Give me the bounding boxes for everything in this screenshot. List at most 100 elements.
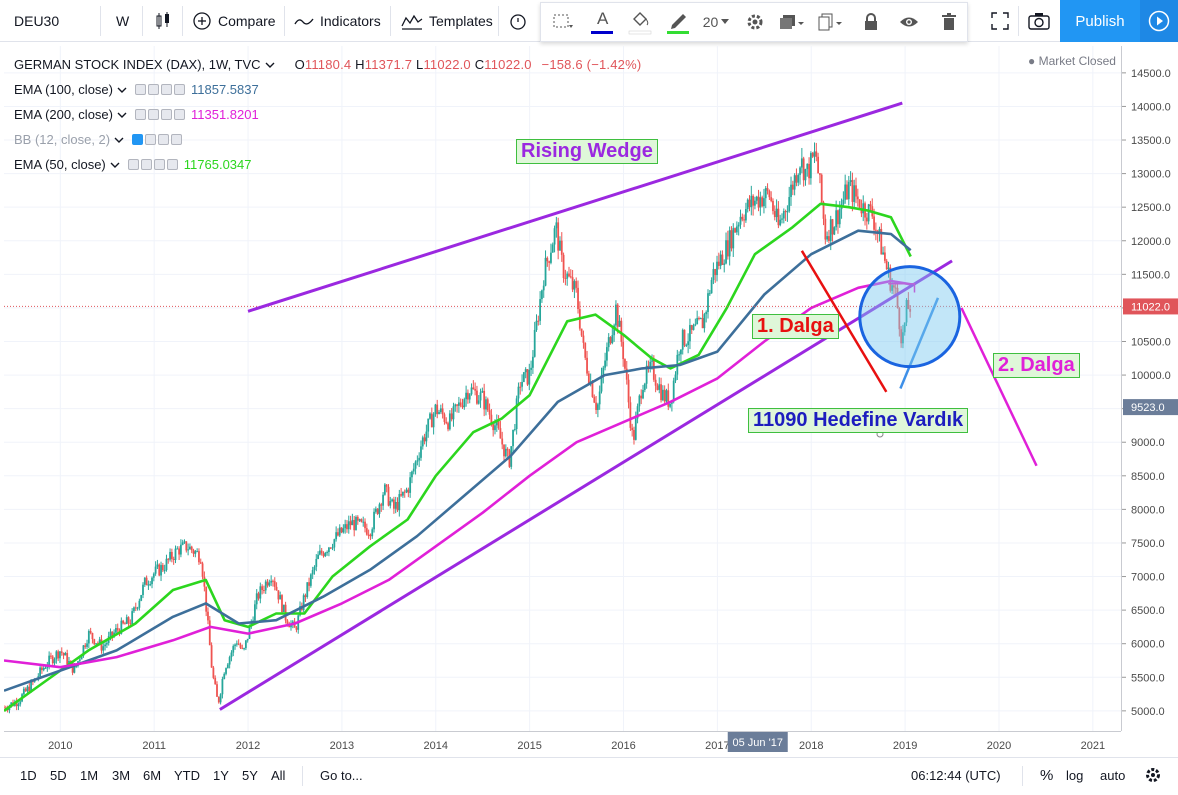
compare-button[interactable]: Compare: [192, 0, 276, 42]
candle-up: [658, 384, 661, 390]
gear-icon[interactable]: [148, 109, 159, 120]
close-icon[interactable]: [166, 159, 178, 170]
indicator-row-ema50[interactable]: EMA (50, close) 11765.0347: [14, 152, 641, 177]
candle-up: [311, 570, 314, 575]
candle-down: [286, 620, 289, 625]
play-button[interactable]: [1140, 0, 1178, 42]
auto-toggle[interactable]: auto: [1100, 767, 1126, 783]
candle-up: [115, 628, 117, 633]
wedge-lower[interactable]: [219, 259, 953, 711]
indicator-row-ema200[interactable]: EMA (200, close) 11351.8201: [14, 102, 641, 127]
text-color-button[interactable]: A: [587, 3, 617, 41]
candle-up: [470, 387, 473, 395]
rebound-line[interactable]: [899, 297, 940, 389]
range-1d[interactable]: 1D: [20, 767, 37, 783]
chevron-down-icon[interactable]: [265, 61, 275, 69]
chevron-down-icon[interactable]: [114, 136, 124, 144]
range-6m[interactable]: 6M: [143, 767, 162, 783]
wedge-upper[interactable]: [247, 101, 903, 313]
candle-up: [439, 408, 442, 412]
range-all[interactable]: All: [271, 767, 286, 783]
highlight-circle[interactable]: [858, 265, 962, 369]
dalga-1-label[interactable]: 1. Dalga: [752, 314, 839, 339]
candle-down: [51, 656, 54, 664]
ema-100-line[interactable]: [4, 229, 912, 692]
range-3m[interactable]: 3M: [112, 767, 131, 783]
templates-button[interactable]: Templates: [401, 0, 493, 42]
time-axis[interactable]: 2010 2011 2012 2013 2014 2015 2016 2017 2018 2019…: [4, 731, 1121, 757]
candle-down: [721, 254, 724, 265]
candle-down: [364, 521, 366, 529]
candle-down: [808, 163, 810, 179]
plus-icon[interactable]: [161, 84, 172, 95]
range-1m[interactable]: 1M: [80, 767, 99, 783]
range-1y[interactable]: 1Y: [213, 767, 229, 783]
select-area-button[interactable]: [547, 3, 579, 41]
rising-wedge-label[interactable]: Rising Wedge: [516, 139, 658, 164]
range-5d[interactable]: 5D: [50, 767, 67, 783]
candle-down: [595, 402, 597, 410]
line-color-button[interactable]: [663, 3, 693, 41]
candle-down: [185, 541, 188, 551]
dalga-1-line[interactable]: [800, 250, 888, 393]
range-ytd[interactable]: YTD: [174, 767, 200, 783]
lock-button[interactable]: [857, 3, 885, 41]
gear-icon[interactable]: [140, 159, 152, 170]
range-5y[interactable]: 5Y: [242, 767, 258, 783]
candle-down: [889, 267, 892, 291]
alert-button[interactable]: [508, 0, 528, 42]
indicator-row-ema100[interactable]: EMA (100, close) 11857.5837: [14, 77, 641, 102]
delete-button[interactable]: [935, 3, 963, 41]
candle-up: [522, 372, 525, 382]
close-icon[interactable]: [171, 134, 183, 145]
chart-style-button[interactable]: [154, 0, 172, 42]
utc-clock[interactable]: 06:12:44 (UTC): [911, 767, 1001, 783]
chevron-down-icon[interactable]: [110, 161, 120, 169]
candle-down: [201, 563, 204, 577]
candle-down: [198, 551, 200, 563]
candle-down: [50, 655, 52, 657]
plus-icon[interactable]: [153, 159, 165, 170]
series-title[interactable]: GERMAN STOCK INDEX (DAX), 1W, TVC: [14, 57, 261, 72]
candle-down: [158, 564, 161, 576]
clone-button[interactable]: [813, 3, 847, 41]
settings-button[interactable]: [1145, 758, 1161, 792]
interval-button[interactable]: W: [116, 13, 130, 29]
candle-up: [429, 413, 431, 419]
fullscreen-button[interactable]: [990, 0, 1010, 42]
chevron-down-icon[interactable]: [117, 111, 127, 119]
log-toggle[interactable]: log: [1066, 767, 1084, 783]
visibility-button[interactable]: [895, 3, 923, 41]
eye-icon[interactable]: [127, 159, 139, 170]
settings-button[interactable]: [741, 3, 769, 41]
eye-icon[interactable]: [135, 109, 146, 120]
snapshot-button[interactable]: [1028, 0, 1050, 42]
publish-button[interactable]: Publish: [1060, 0, 1140, 42]
indicators-button[interactable]: Indicators: [294, 0, 381, 42]
indicator-row-bb[interactable]: BB (12, close, 2): [14, 127, 641, 152]
goto-button[interactable]: Go to...: [320, 767, 363, 783]
plus-icon[interactable]: [161, 109, 172, 120]
dalga-2-line[interactable]: [960, 307, 1038, 467]
eye-off-icon[interactable]: [132, 134, 144, 145]
dalga-2-label[interactable]: 2. Dalga: [993, 353, 1080, 378]
close-icon[interactable]: [174, 109, 185, 120]
fill-color-button[interactable]: [625, 3, 655, 41]
candle-up: [746, 199, 749, 209]
close-icon[interactable]: [174, 84, 185, 95]
symbol-search[interactable]: DEU30: [14, 13, 60, 29]
line-width-select[interactable]: 20: [699, 3, 733, 41]
eye-icon[interactable]: [135, 84, 146, 95]
target-label[interactable]: 11090 Hedefine Vardık: [748, 408, 969, 433]
candle-up: [678, 354, 681, 356]
percent-toggle[interactable]: %: [1040, 766, 1054, 784]
price-axis[interactable]: 5000.0 5500.0 6000.0 6500.0 7000.0 7500.0 8000…: [1121, 46, 1178, 731]
visual-order-button[interactable]: [775, 3, 809, 41]
chevron-down-icon[interactable]: [117, 86, 127, 94]
gear-icon[interactable]: [145, 134, 157, 145]
candle-up: [544, 257, 547, 286]
candle-down: [208, 620, 211, 646]
ema-50-line[interactable]: [4, 202, 912, 712]
plus-icon[interactable]: [158, 134, 170, 145]
gear-icon[interactable]: [148, 84, 159, 95]
